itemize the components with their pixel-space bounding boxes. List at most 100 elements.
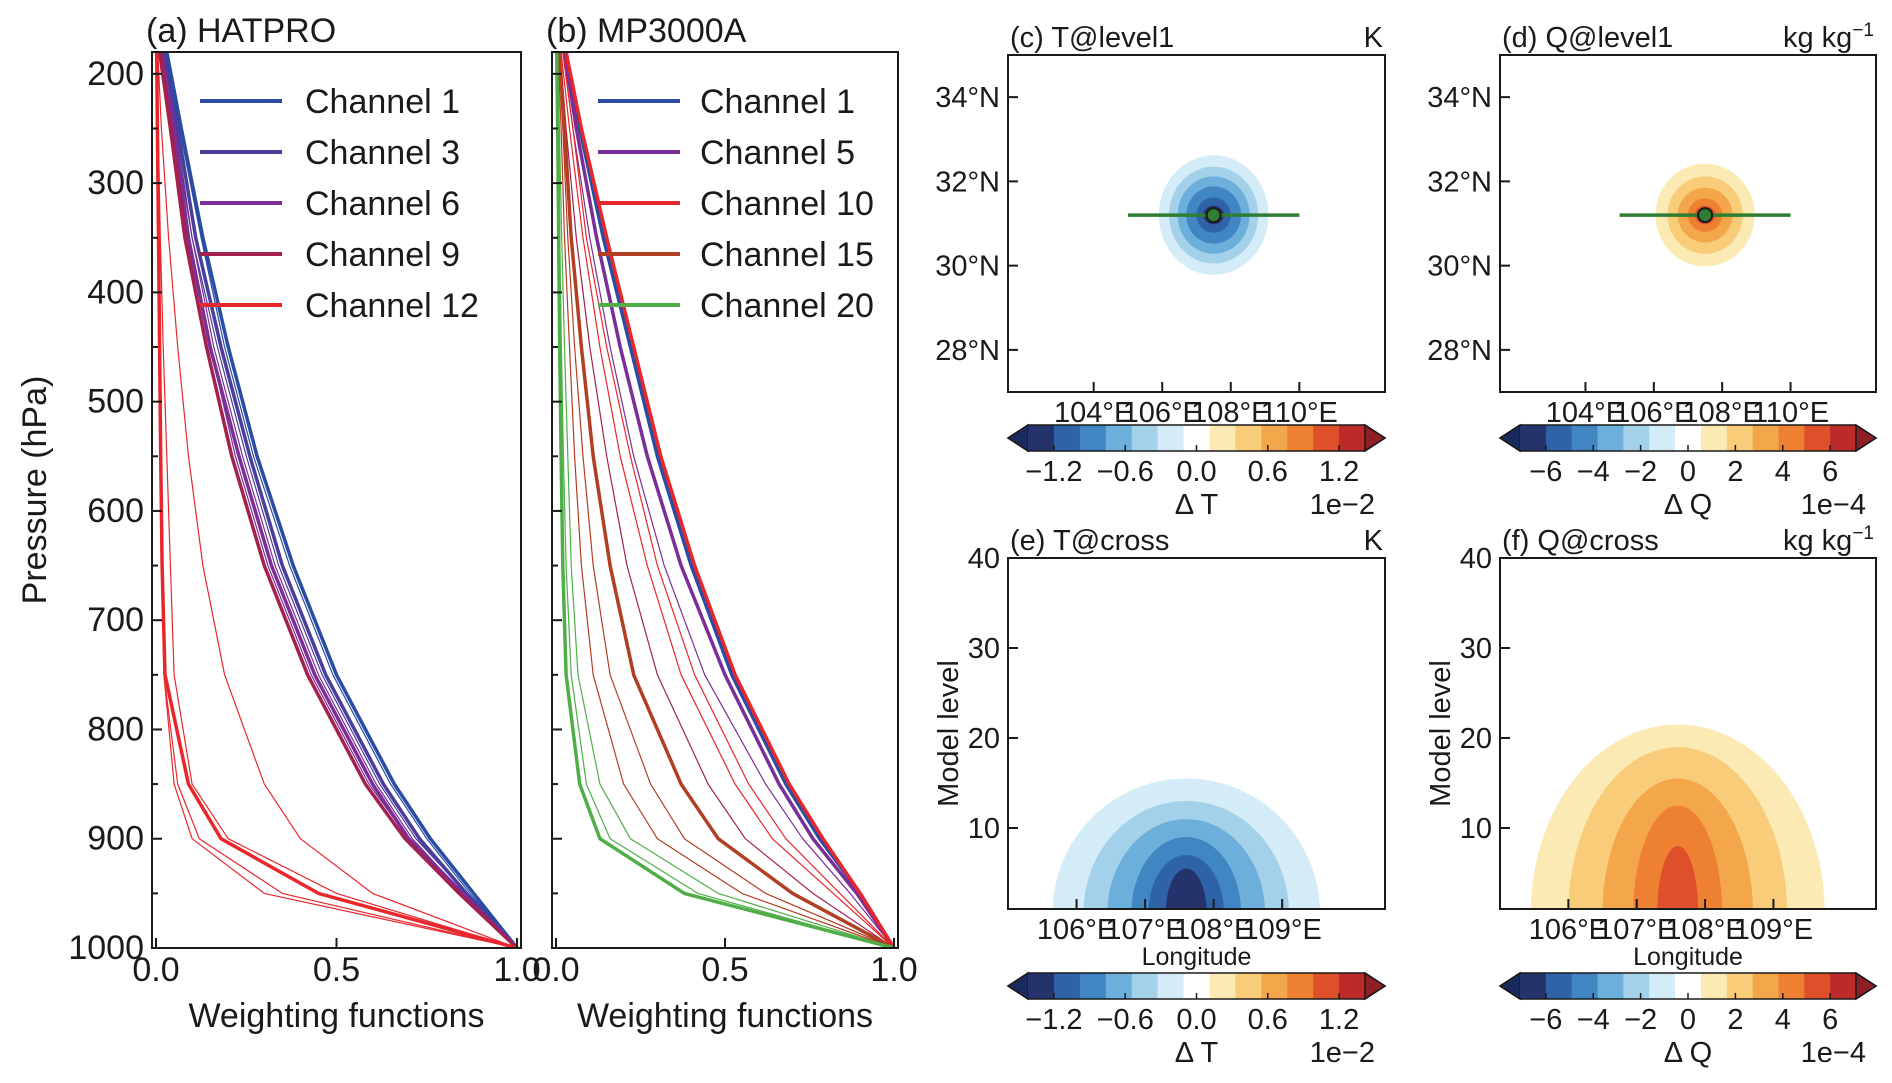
series-group — [154, 52, 519, 948]
colorbar-bin — [1287, 973, 1314, 999]
colorbar-scale: 1e−2 — [1310, 489, 1375, 521]
series-line — [165, 52, 519, 948]
y-tick-label: 34°N — [935, 82, 1000, 114]
y-tick-label: 32°N — [1427, 166, 1492, 198]
colorbar-bin — [1830, 973, 1857, 999]
x-tick-label: 106°E — [1529, 914, 1608, 946]
x-tick-label: 107°E — [1105, 914, 1184, 946]
y-tick-label: 20 — [968, 723, 1000, 755]
x-axis-label: Weighting functions — [577, 997, 873, 1035]
colorbar-bin — [1131, 425, 1159, 451]
colorbar-bin — [1545, 425, 1573, 451]
x-tick-label: 1.0 — [870, 951, 917, 989]
y-tick-label: 400 — [87, 273, 144, 311]
colorbar-bin — [1649, 973, 1676, 999]
y-tick-label: 900 — [87, 820, 144, 858]
series-line — [559, 52, 895, 948]
colorbar-bin — [1157, 973, 1185, 999]
series-line — [161, 52, 519, 948]
series-line — [164, 52, 518, 948]
colorbar-bin — [1545, 973, 1573, 999]
colorbar-scale: 1e−4 — [1801, 489, 1866, 521]
colorbar-tick-label: −1.2 — [1025, 1004, 1082, 1036]
contour-level — [1165, 868, 1207, 909]
legend-label: Channel 6 — [305, 185, 460, 223]
legend-label: Channel 20 — [700, 287, 874, 325]
colorbar-bin — [1830, 425, 1857, 451]
colorbar-tick-label: 2 — [1727, 456, 1743, 488]
colorbar-bin — [1209, 973, 1236, 999]
colorbar-tick-label: −1.2 — [1025, 456, 1082, 488]
y-tick-label: 30 — [1460, 633, 1492, 665]
legend-label: Channel 1 — [305, 83, 460, 121]
series-line — [557, 52, 895, 948]
colorbar-scale: 1e−2 — [1310, 1037, 1375, 1069]
y-tick-label: 500 — [87, 383, 144, 421]
y-tick-label: 10 — [968, 813, 1000, 845]
x-tick-label: 0.0 — [132, 951, 179, 989]
colorbar-tick-label: −2 — [1624, 1004, 1657, 1036]
panel-title: (c) T@level1 — [1010, 22, 1174, 54]
colorbar-extend-low — [1006, 971, 1029, 1001]
colorbar-bin — [1804, 973, 1831, 999]
colorbar-bin — [1700, 425, 1728, 451]
colorbar-bin — [1261, 973, 1288, 999]
colorbar-bin — [1752, 425, 1779, 451]
colorbar-label: Δ Q — [1664, 489, 1712, 521]
y-tick-label: 28°N — [935, 335, 1000, 367]
colorbar-bin — [1571, 973, 1599, 999]
colorbar-bin — [1752, 973, 1779, 999]
colorbar-bin — [1079, 973, 1107, 999]
center-marker — [1697, 207, 1714, 224]
series-line — [156, 52, 518, 948]
colorbar-bin — [1261, 425, 1288, 451]
x-tick-label: 109°E — [1243, 914, 1322, 946]
contour-level — [1657, 846, 1699, 909]
colorbar-bin — [1105, 425, 1133, 451]
colorbar-outline — [1498, 424, 1878, 452]
colorbar-bin — [1053, 425, 1081, 451]
x-axis-label: Weighting functions — [188, 997, 484, 1035]
y-tick-label: 800 — [87, 710, 144, 748]
unit-label: kg kg−1 — [1783, 523, 1874, 557]
legend-label: Channel 15 — [700, 236, 874, 274]
x-tick-label: 1.0 — [493, 951, 540, 989]
x-tick-label: 110°E — [1261, 397, 1338, 429]
colorbar-bin — [1209, 425, 1236, 451]
colorbar-tick-label: 2 — [1727, 1004, 1743, 1036]
colorbar-bin — [1079, 425, 1107, 451]
colorbar-bin — [1157, 425, 1185, 451]
series-line — [554, 52, 895, 948]
colorbar-extend-high — [1855, 971, 1878, 1001]
colorbar-extend-low — [1006, 423, 1029, 453]
y-tick-label: 40 — [1460, 543, 1492, 575]
panel-b: 0.0 0.5 1.0 (b) MP3000A Weighting functions C… — [532, 12, 917, 1035]
y-tick-label: 200 — [87, 55, 144, 93]
colorbar-tick-label: −2 — [1624, 456, 1657, 488]
series-line — [556, 52, 895, 948]
panel-title: (e) T@cross — [1010, 525, 1169, 557]
y-tick-label: 30°N — [1427, 251, 1492, 283]
contour-fill — [1530, 724, 1825, 909]
x-tick-label: 108°E — [1665, 914, 1744, 946]
colorbar-bin — [1028, 973, 1055, 999]
colorbar-bin — [1235, 425, 1262, 451]
series-line — [560, 52, 895, 948]
colorbar-extend-high — [1364, 423, 1387, 453]
colorbar-label: Δ T — [1175, 489, 1219, 521]
x-tick-label: 0.5 — [313, 951, 360, 989]
series-line — [157, 52, 518, 948]
x-tick-label: 106°E — [1123, 397, 1202, 429]
panel-title: (b) MP3000A — [546, 12, 747, 50]
plot-frame — [1499, 557, 1877, 910]
series-line — [562, 52, 895, 948]
plot-frame — [1007, 557, 1386, 910]
colorbar-bin — [1804, 425, 1831, 451]
colorbar-bin — [1053, 973, 1081, 999]
y-tick-label: 1000 — [68, 929, 144, 967]
y-tick-label: 30 — [968, 633, 1000, 665]
unit-text: kg kg — [1783, 22, 1852, 54]
unit-exponent: −1 — [1852, 20, 1874, 41]
